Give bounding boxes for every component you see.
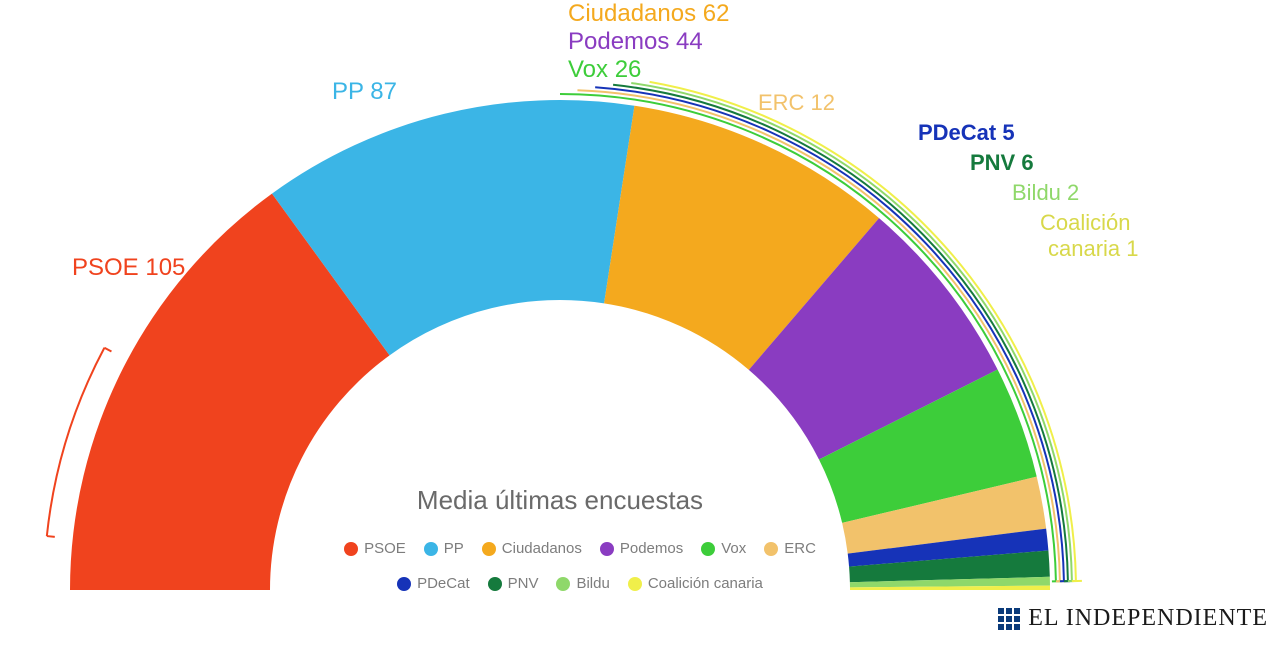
legend-label-psoe: PSOE — [364, 540, 406, 557]
label-cc1: Coalición — [1040, 210, 1131, 235]
legend-swatch-cs — [482, 542, 496, 556]
legend-label-erc: ERC — [784, 540, 816, 557]
label-podemos: Podemos 44 — [568, 28, 703, 56]
legend-item-vox: Vox — [701, 540, 746, 557]
label-psoe: PSOE 105 — [72, 254, 185, 282]
legend-item-bildu: Bildu — [556, 575, 609, 592]
label-pdecat: PDeCat 5 — [918, 120, 1015, 145]
label-cc2: canaria 1 — [1048, 236, 1139, 261]
legend-row-2: PDeCat PNV Bildu Coalición canaria — [360, 575, 800, 592]
legend-label-vox: Vox — [721, 540, 746, 557]
legend-item-psoe: PSOE — [344, 540, 406, 557]
legend-label-bildu: Bildu — [576, 575, 609, 592]
label-pnv: PNV 6 — [970, 150, 1034, 175]
label-cs: Ciudadanos 62 — [568, 0, 729, 28]
legend-swatch-erc — [764, 542, 778, 556]
legend-swatch-pnv — [488, 577, 502, 591]
legend-label-pnv: PNV — [508, 575, 539, 592]
legend-item-pdecat: PDeCat — [397, 575, 470, 592]
half-donut-chart: Media últimas encuestas PSOE 105 PP 87 Ciu… — [0, 0, 1280, 640]
chart-subtitle: Media últimas encuestas — [400, 485, 720, 516]
label-bildu: Bildu 2 — [1012, 180, 1079, 205]
legend-swatch-vox — [701, 542, 715, 556]
publisher-grid-icon — [998, 608, 1020, 630]
label-pp: PP 87 — [332, 78, 397, 106]
legend-swatch-bildu — [556, 577, 570, 591]
legend-item-erc: ERC — [764, 540, 816, 557]
legend-swatch-pdecat — [397, 577, 411, 591]
publisher-name: EL INDEPENDIENTE — [1028, 605, 1268, 632]
publisher-logo: EL INDEPENDIENTE — [998, 605, 1268, 632]
legend-item-pp: PP — [424, 540, 464, 557]
legend-row-1: PSOE PP Ciudadanos Podemos Vox ERC — [300, 540, 860, 557]
legend-item-cs: Ciudadanos — [482, 540, 582, 557]
legend-swatch-podemos — [600, 542, 614, 556]
legend-label-pdecat: PDeCat — [417, 575, 470, 592]
label-vox: Vox 26 — [568, 56, 641, 84]
legend-label-podemos: Podemos — [620, 540, 683, 557]
legend-item-cc: Coalición canaria — [628, 575, 763, 592]
legend-label-cc: Coalición canaria — [648, 575, 763, 592]
legend-item-podemos: Podemos — [600, 540, 683, 557]
label-erc: ERC 12 — [758, 90, 835, 115]
legend-swatch-pp — [424, 542, 438, 556]
legend-swatch-cc — [628, 577, 642, 591]
legend-label-pp: PP — [444, 540, 464, 557]
legend-swatch-psoe — [344, 542, 358, 556]
legend-item-pnv: PNV — [488, 575, 539, 592]
legend-label-cs: Ciudadanos — [502, 540, 582, 557]
